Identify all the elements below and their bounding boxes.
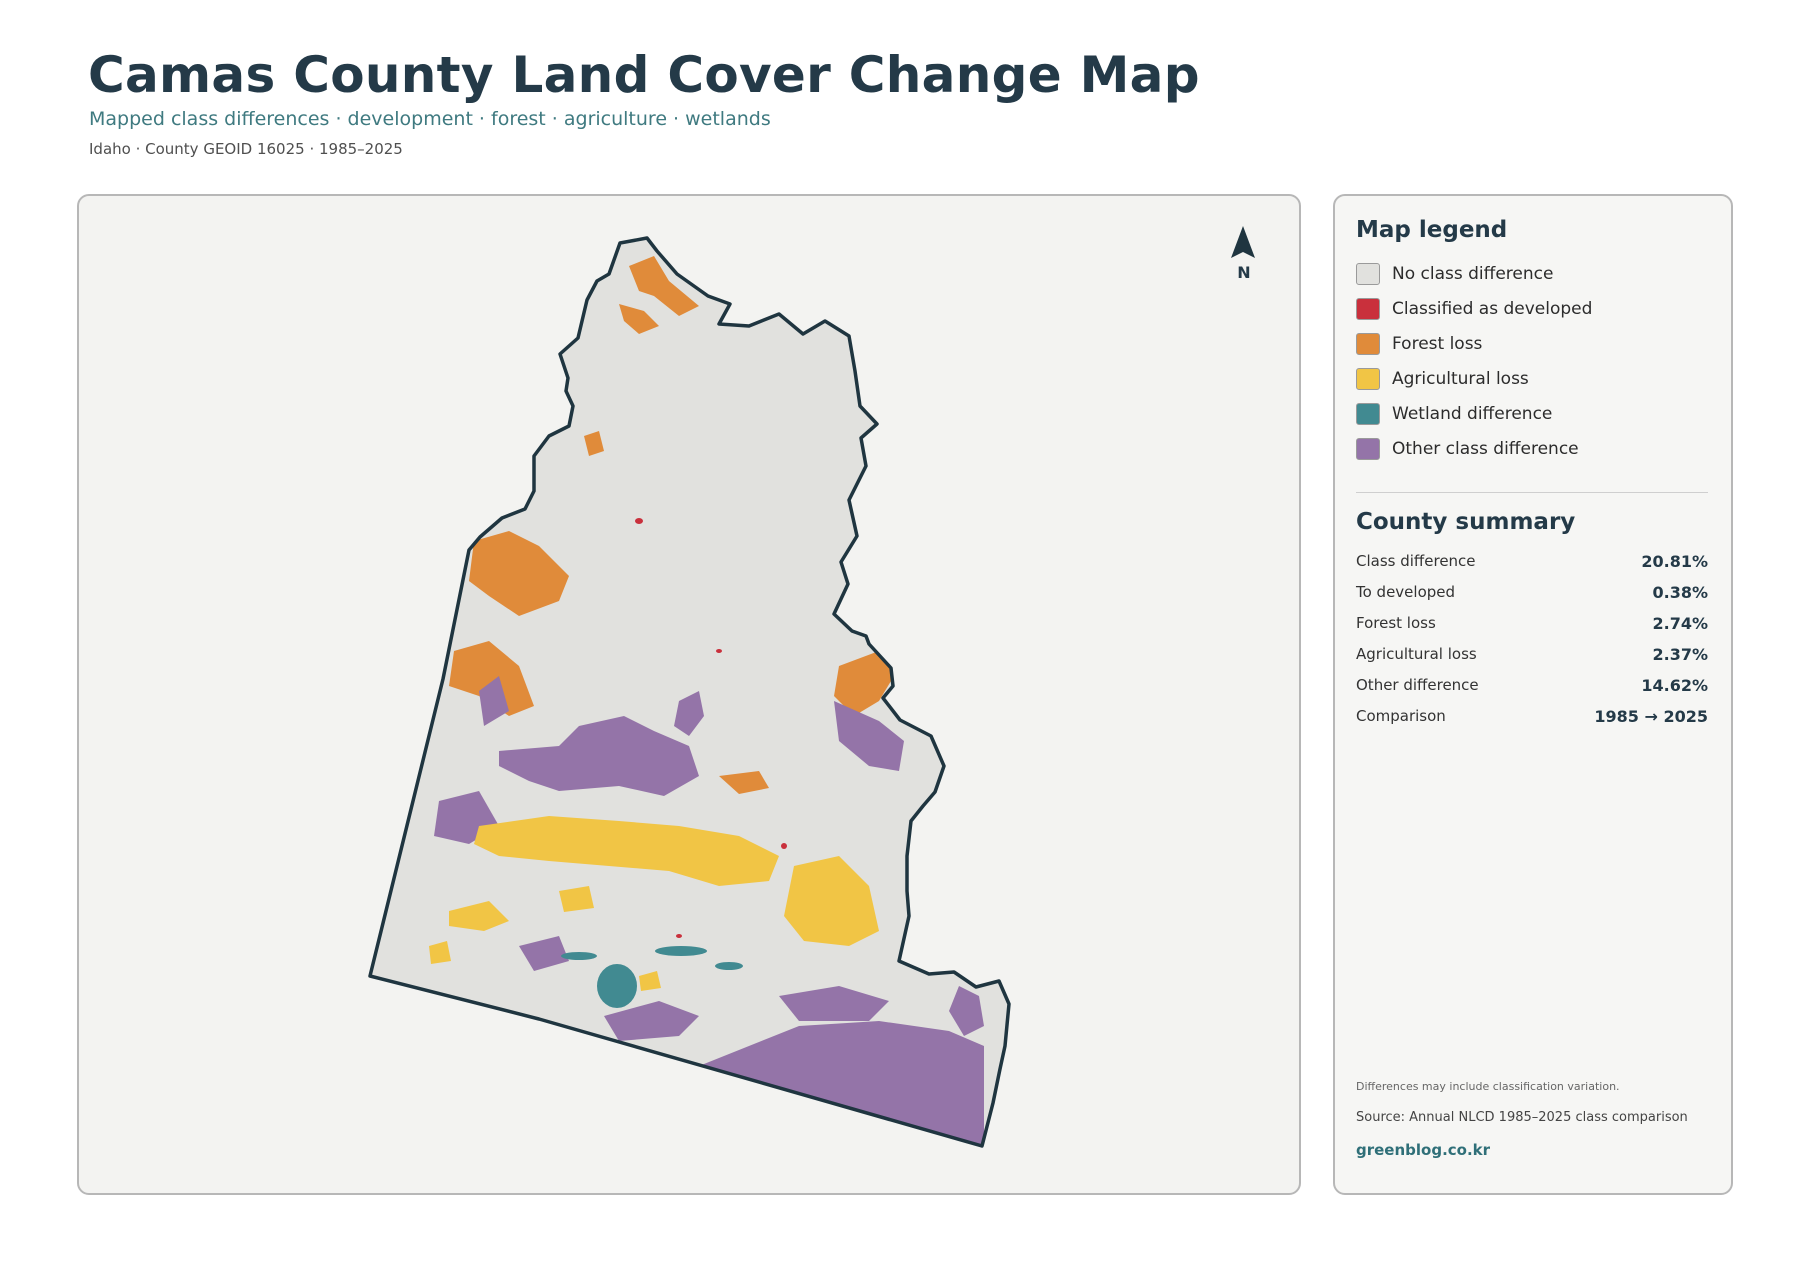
agricultural-loss-patch [474,816,779,886]
other-difference-patch [479,676,509,726]
legend-swatch [1356,298,1380,320]
forest-loss-patch [629,256,699,316]
legend-label: Forest loss [1392,334,1483,354]
forest-loss-patch [719,771,769,794]
summary-value: 1985 → 2025 [1594,706,1708,726]
legend-item-forest-loss: Forest loss [1356,331,1482,357]
summary-row: Comparison 1985 → 2025 [1356,705,1708,727]
side-panel [1333,194,1733,1195]
wetland-difference-patch [655,946,707,956]
county-map[interactable] [79,196,1301,1195]
summary-row: Class difference 20.81% [1356,550,1708,572]
agricultural-loss-patch [559,886,594,912]
legend-swatch [1356,368,1380,390]
summary-value: 2.74% [1652,613,1708,633]
panel-divider [1356,492,1708,493]
legend-item-developed: Classified as developed [1356,296,1592,322]
forest-loss-patch [584,431,604,456]
legend-swatch [1356,403,1380,425]
north-label: N [1237,263,1251,282]
legend-label: Agricultural loss [1392,369,1529,389]
summary-value: 0.38% [1652,582,1708,602]
legend-swatch [1356,438,1380,460]
map-panel[interactable] [77,194,1301,1195]
page-title: Camas County Land Cover Change Map [88,46,1200,104]
other-difference-patch [604,1001,699,1041]
developed-patch [676,934,682,938]
legend-item-wetland: Wetland difference [1356,401,1552,427]
summary-label: Class difference [1356,552,1476,570]
legend-swatch [1356,263,1380,285]
source-text: Source: Annual NLCD 1985–2025 class comp… [1356,1110,1688,1125]
legend-label: No class difference [1392,264,1554,284]
legend-swatch [1356,333,1380,355]
developed-patch [635,518,643,524]
other-difference-patch [674,691,704,736]
summary-label: To developed [1356,583,1456,601]
legend-item-agricultural-loss: Agricultural loss [1356,366,1529,392]
summary-label: Forest loss [1356,614,1436,632]
other-difference-patch [949,986,984,1036]
legend-label: Wetland difference [1392,404,1553,424]
north-arrow-icon [1231,226,1255,258]
legend-item-other: Other class difference [1356,436,1579,462]
wetland-difference-patch [715,962,743,970]
agricultural-loss-patch [449,901,509,931]
developed-patch [781,843,787,849]
page-subtitle: Mapped class differences · development ·… [89,108,771,130]
wetland-difference-patch [561,952,597,960]
other-difference-patch [519,936,569,971]
change-patches [429,256,984,1146]
legend-item-no-change: No class difference [1356,261,1553,287]
other-difference-patch [779,986,889,1021]
county-outline[interactable] [368,236,1011,1148]
other-difference-patch [834,701,904,771]
page-meta: Idaho · County GEOID 16025 · 1985–2025 [89,140,403,158]
agricultural-loss-patch [639,971,661,991]
summary-value: 20.81% [1641,551,1708,571]
summary-row: To developed 0.38% [1356,581,1708,603]
other-difference-patch [699,1021,984,1146]
summary-label: Comparison [1356,707,1446,725]
summary-label: Other difference [1356,676,1479,694]
summary-row: Agricultural loss 2.37% [1356,643,1708,665]
summary-title: County summary [1356,509,1576,535]
wetland-difference-patch [597,964,637,1008]
other-difference-patch [499,716,699,796]
legend-label: Classified as developed [1392,299,1593,319]
agricultural-loss-patch [784,856,879,946]
forest-loss-patch [449,641,534,716]
legend-label: Other class difference [1392,439,1579,459]
summary-value: 14.62% [1641,675,1708,695]
forest-loss-patch [469,531,569,616]
summary-row: Forest loss 2.74% [1356,612,1708,634]
developed-patch [716,649,722,653]
agricultural-loss-patch [429,941,451,964]
summary-label: Agricultural loss [1356,645,1477,663]
credit-link[interactable]: greenblog.co.kr [1356,1141,1491,1159]
forest-loss-patch [619,304,659,334]
legend-title: Map legend [1356,217,1508,243]
summary-row: Other difference 14.62% [1356,674,1708,696]
summary-value: 2.37% [1652,644,1708,664]
forest-loss-patch [834,651,894,716]
footnote: Differences may include classification v… [1356,1080,1620,1093]
